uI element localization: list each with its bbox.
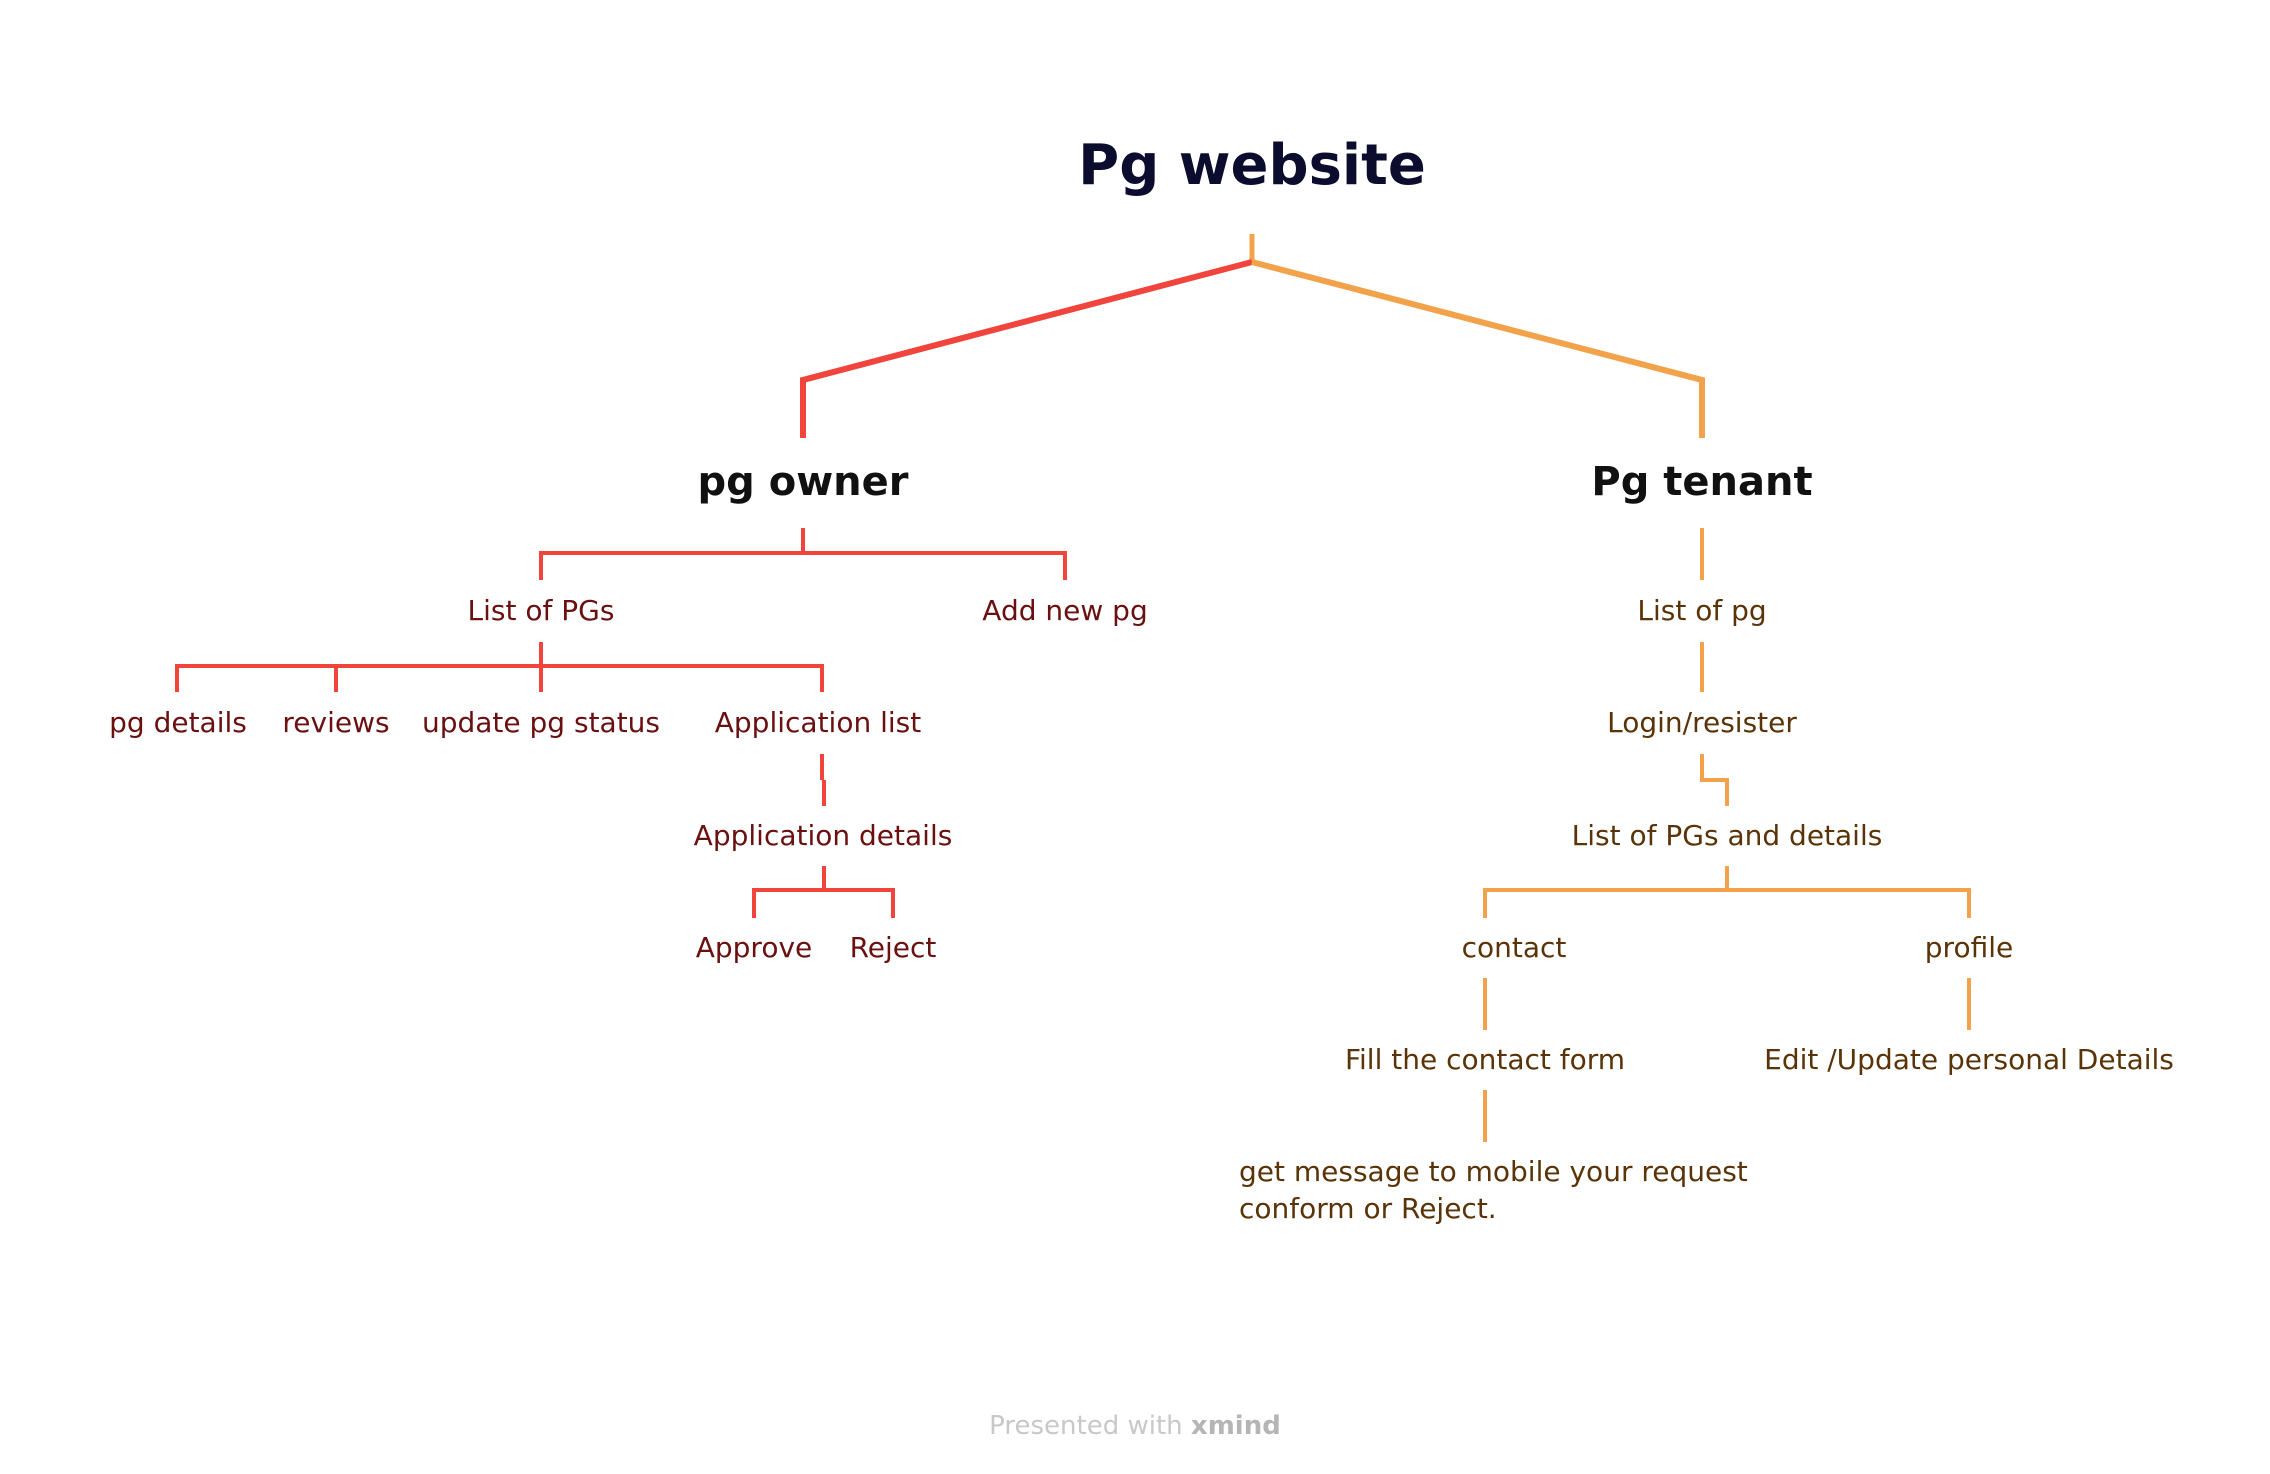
topic-get-message[interactable]: get message to mobile your request confo…: [1239, 1153, 1748, 1227]
topic-list-of-pg[interactable]: List of pg: [1637, 594, 1767, 627]
topic-list-of-pgs-and-details[interactable]: List of PGs and details: [1571, 819, 1883, 852]
topic-reject[interactable]: Reject: [849, 931, 937, 964]
topic-application-details[interactable]: Application details: [693, 819, 953, 852]
topic-fill-contact-form[interactable]: Fill the contact form: [1344, 1043, 1626, 1076]
topic-pg-details[interactable]: pg details: [109, 706, 247, 739]
connector-login-listdetails: [1700, 754, 1729, 806]
connector-root-tenant: [1251, 259, 1705, 438]
topic-list-of-pgs[interactable]: List of PGs: [467, 594, 615, 627]
connector-listpgs-children: [175, 642, 824, 692]
topic-application-list[interactable]: Application list: [714, 706, 922, 739]
topic-profile[interactable]: profile: [1924, 931, 2014, 964]
connector-applist-details: [820, 754, 826, 806]
footer-presented-with: Presented with xmind: [989, 1411, 1281, 1441]
topic-update-pg-status[interactable]: update pg status: [421, 706, 661, 739]
topic-pg-owner[interactable]: pg owner: [697, 459, 909, 505]
topic-get-message-line2: conform or Reject.: [1239, 1192, 1497, 1225]
topic-add-new-pg[interactable]: Add new pg: [982, 594, 1148, 627]
footer-brand-logo: xmind: [1190, 1411, 1281, 1441]
topic-reviews[interactable]: reviews: [282, 706, 390, 739]
connector-owner-children: [539, 528, 1067, 580]
root-topic[interactable]: Pg website: [1078, 133, 1426, 198]
topic-edit-personal-details[interactable]: Edit /Update personal Details: [1764, 1043, 2174, 1076]
topic-approve[interactable]: Approve: [695, 931, 813, 964]
topic-contact[interactable]: contact: [1461, 931, 1567, 964]
connector-root-owner: [800, 259, 1253, 438]
topic-login-register[interactable]: Login/resister: [1607, 706, 1797, 739]
footer-prefix: Presented with: [989, 1411, 1183, 1441]
topic-pg-tenant[interactable]: Pg tenant: [1591, 459, 1813, 505]
connector-details-decisions: [752, 866, 895, 918]
topic-get-message-line1: get message to mobile your request: [1239, 1155, 1748, 1188]
connector-listdetails-children: [1483, 866, 1971, 918]
